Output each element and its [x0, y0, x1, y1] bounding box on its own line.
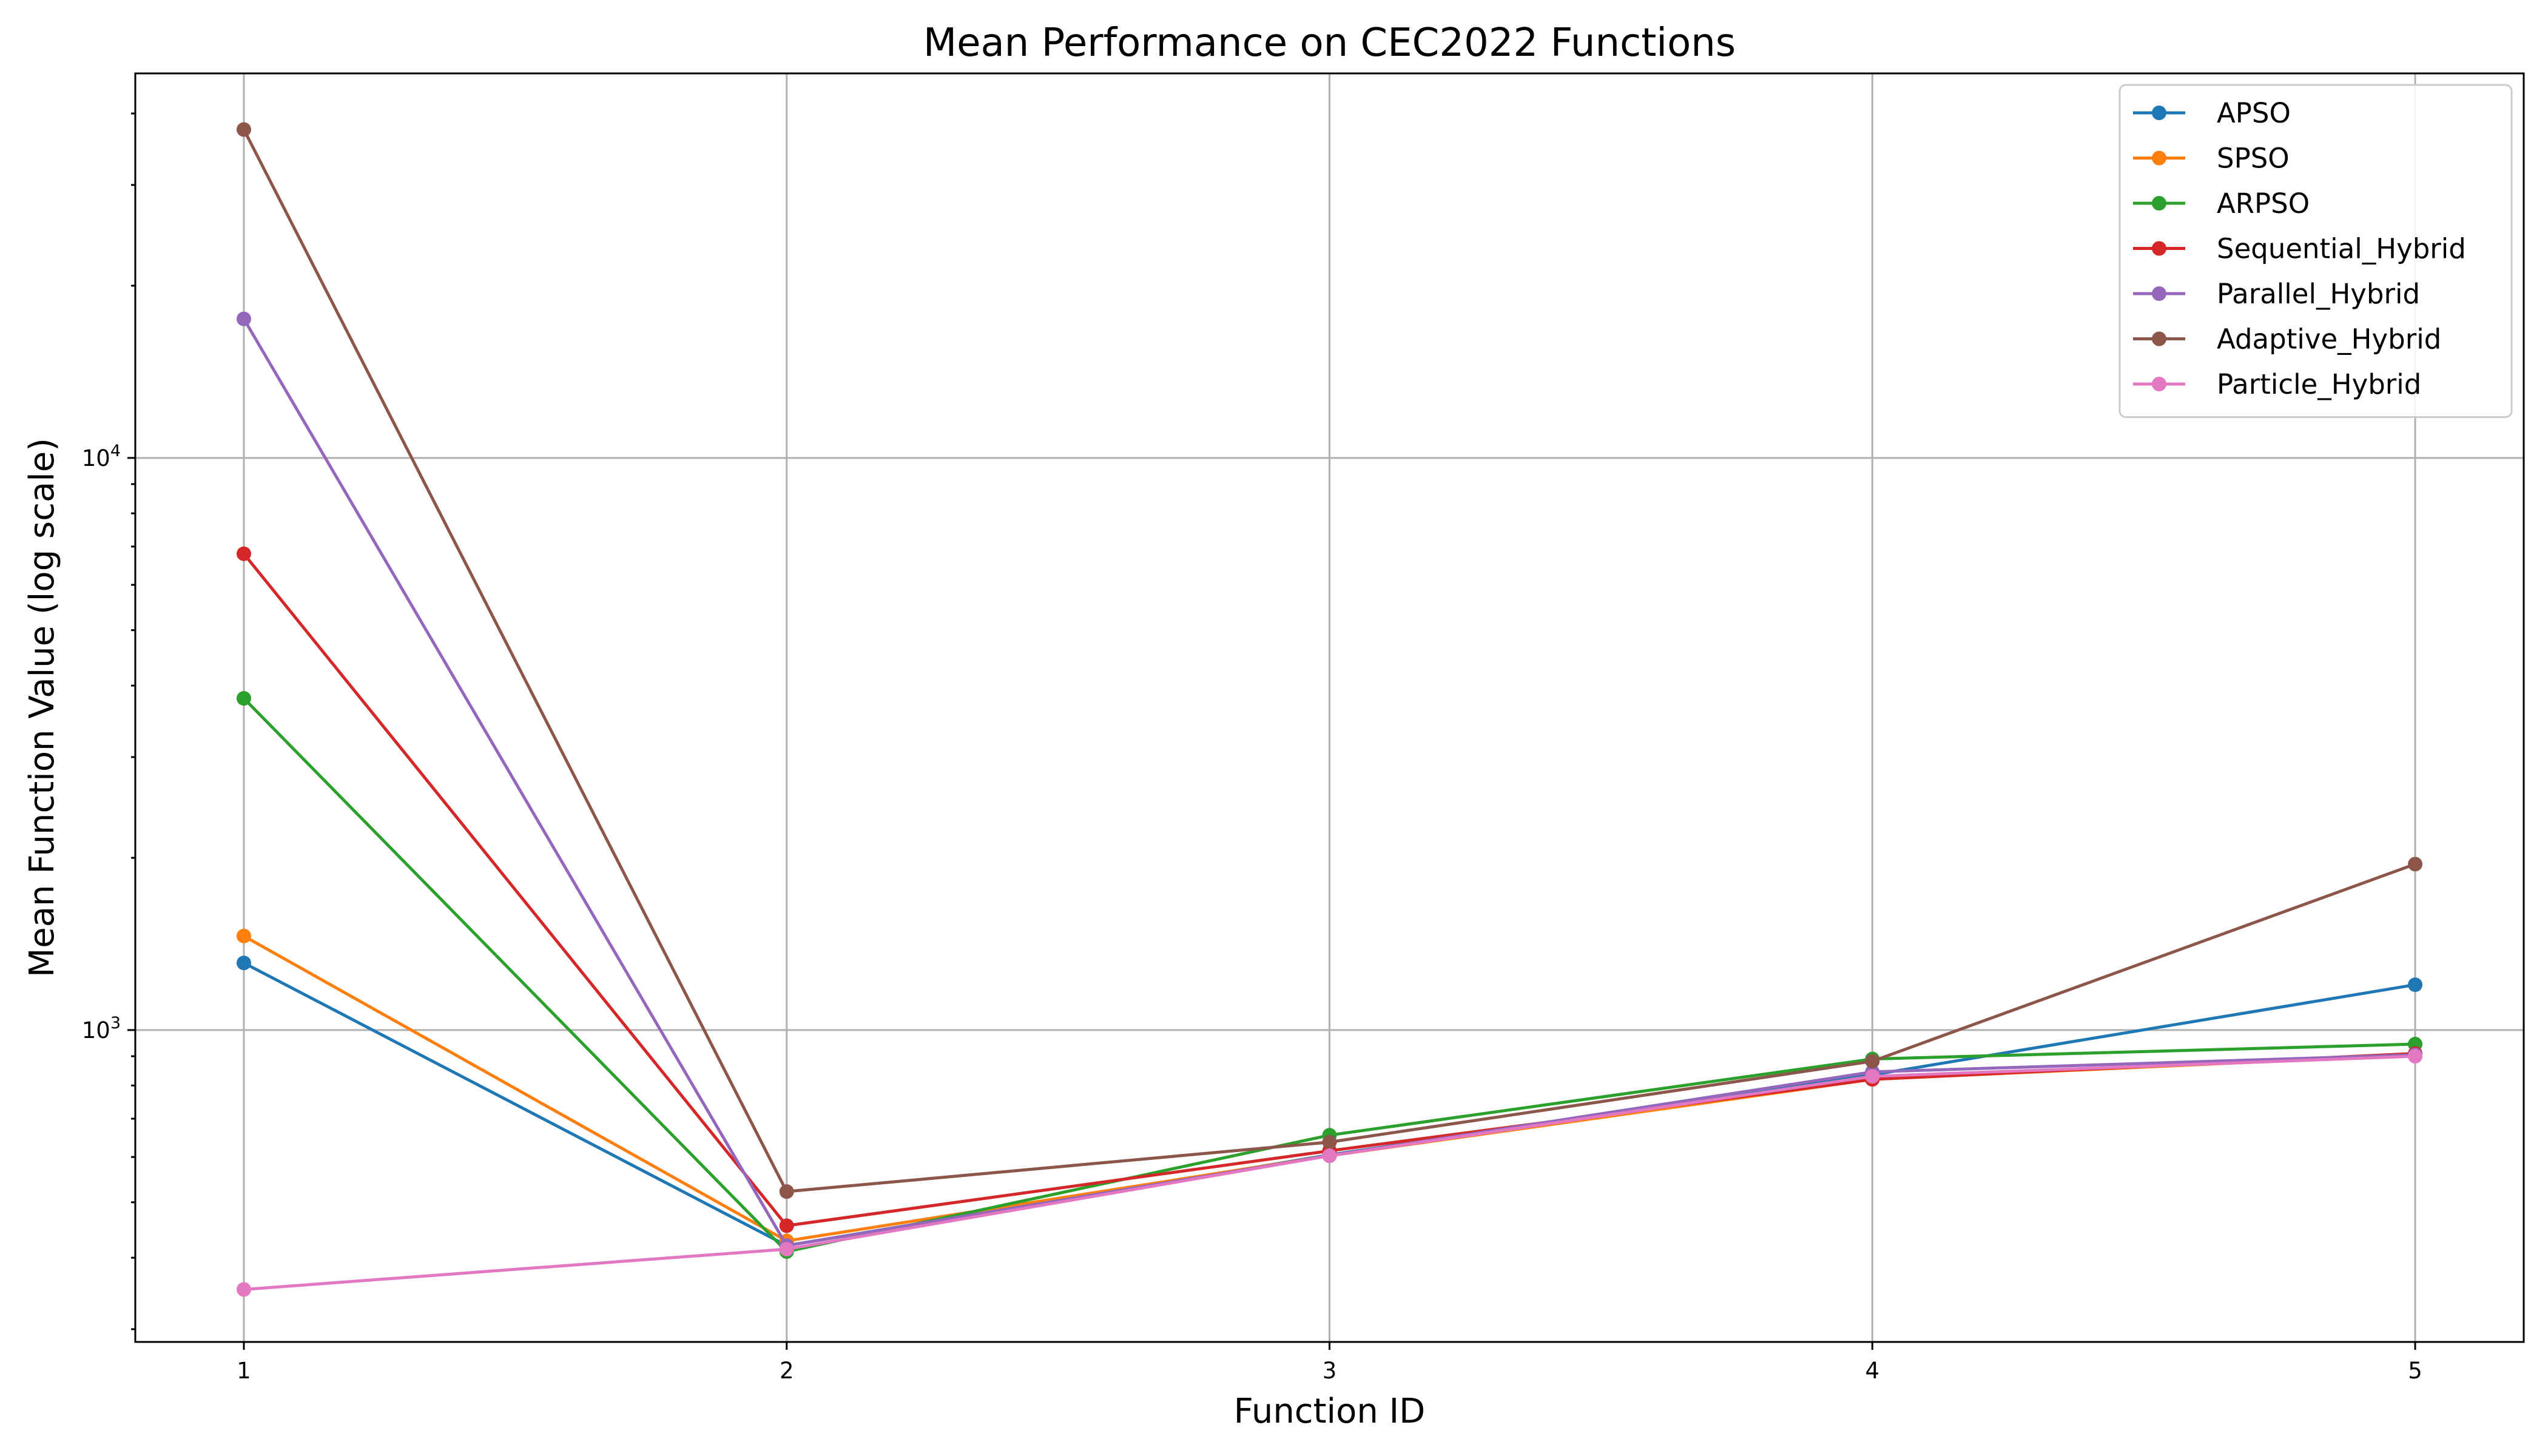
- series-adaptive-hybrid: [236, 122, 2423, 1199]
- legend-swatch-marker: [2152, 241, 2166, 256]
- y-tick-label: 104: [82, 442, 121, 471]
- data-point-particle-hybrid: [1322, 1148, 1337, 1164]
- x-tick-label: 5: [2408, 1358, 2422, 1384]
- legend-label: APSO: [2217, 97, 2291, 129]
- legend-item-adaptive-hybrid: Adaptive_Hybrid: [2133, 323, 2441, 356]
- data-point-adaptive-hybrid: [779, 1184, 794, 1199]
- legend-item-sequential-hybrid: Sequential_Hybrid: [2133, 233, 2466, 265]
- series-layer: [236, 122, 2423, 1297]
- data-point-spso: [236, 928, 251, 943]
- legend-label: Adaptive_Hybrid: [2217, 323, 2441, 356]
- legend-swatch-marker: [2152, 286, 2166, 301]
- legend-item-spso: SPSO: [2133, 143, 2290, 175]
- data-point-adaptive-hybrid: [1865, 1054, 1880, 1069]
- data-point-apso: [2408, 977, 2423, 993]
- legend-swatch-marker: [2152, 150, 2166, 166]
- data-point-particle-hybrid: [2408, 1049, 2423, 1064]
- data-point-apso: [236, 956, 251, 971]
- data-point-adaptive-hybrid: [236, 122, 251, 137]
- data-point-arpso: [236, 691, 251, 706]
- ticks: 1 2 3 4 5 103 104: [82, 112, 2422, 1384]
- x-tick-label: 1: [237, 1358, 251, 1384]
- x-tick-label: 3: [1323, 1358, 1337, 1384]
- data-point-particle-hybrid: [236, 1282, 251, 1297]
- legend: APSO SPSO ARPSO Sequential_Hybrid Parallel_H…: [2118, 84, 2513, 418]
- series-particle-hybrid: [236, 1049, 2423, 1297]
- legend-box: [2118, 84, 2513, 418]
- legend-label: Particle_Hybrid: [2217, 368, 2421, 400]
- legend-item-apso: APSO: [2133, 97, 2291, 129]
- y-axis-label: Mean Function Value (log scale): [22, 438, 62, 977]
- legend-label: Sequential_Hybrid: [2217, 233, 2466, 265]
- data-point-parallel-hybrid: [236, 311, 251, 326]
- legend-item-parallel-hybrid: Parallel_Hybrid: [2133, 278, 2420, 310]
- legend-item-particle-hybrid: Particle_Hybrid: [2133, 368, 2421, 400]
- legend-swatch-marker: [2152, 196, 2166, 211]
- x-tick-label: 2: [780, 1358, 794, 1384]
- legend-swatch-marker: [2152, 377, 2166, 391]
- legend-swatch-marker: [2152, 331, 2166, 346]
- x-tick-label: 4: [1865, 1358, 1879, 1384]
- data-point-adaptive-hybrid: [2408, 857, 2423, 872]
- data-point-adaptive-hybrid: [1322, 1134, 1337, 1150]
- legend-label: SPSO: [2217, 143, 2290, 175]
- data-point-particle-hybrid: [779, 1242, 794, 1257]
- data-point-sequential-hybrid: [236, 546, 251, 561]
- legend-label: Parallel_Hybrid: [2217, 278, 2420, 310]
- data-point-particle-hybrid: [1865, 1069, 1880, 1084]
- legend-swatch-marker: [2152, 106, 2166, 120]
- legend-item-arpso: ARPSO: [2133, 187, 2310, 220]
- y-tick-label: 103: [82, 1014, 121, 1043]
- chart-title: Mean Performance on CEC2022 Functions: [923, 21, 1736, 66]
- x-axis-label: Function ID: [1234, 1392, 1426, 1431]
- legend-label: ARPSO: [2217, 187, 2310, 220]
- data-point-sequential-hybrid: [779, 1218, 794, 1233]
